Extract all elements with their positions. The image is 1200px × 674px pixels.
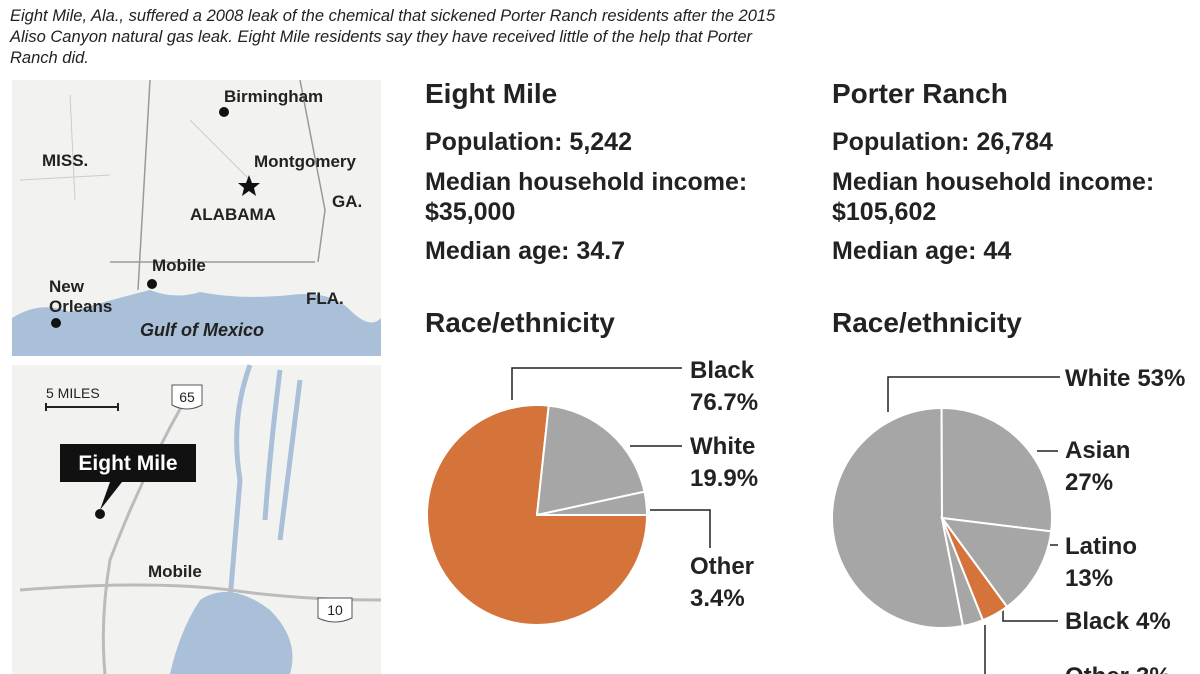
highway-shield (171, 384, 203, 410)
map-label: ALABAMA (190, 205, 276, 224)
city-dot (219, 107, 229, 117)
slice-label: Other (1065, 663, 1129, 674)
state-lines (110, 79, 326, 291)
slice-label: White (690, 433, 755, 460)
callout-label: Eight Mile (78, 452, 177, 475)
map-label: Birmingham (224, 87, 323, 106)
pie-slice (941, 517, 985, 628)
pie-slice (831, 406, 965, 629)
map-label: MISS. (42, 151, 88, 170)
scale-bar (45, 403, 119, 411)
local-map: 5 MILES 65 Eight Mile Mobile 10 (12, 364, 382, 674)
slice-label: White (1065, 365, 1130, 392)
pie-slice (535, 404, 646, 517)
highway-shield (317, 597, 353, 623)
profile-name: Eight Mile (425, 78, 557, 109)
slice-value-label: 76.7% (690, 389, 758, 416)
intro-text: Eight Mile, Ala., suffered a 2008 leak o… (10, 7, 776, 67)
gulf-water (12, 290, 381, 356)
bay-water (170, 592, 293, 674)
slice-value-label: 4% (1136, 608, 1171, 635)
stat: Population: 26,784 (832, 128, 1053, 156)
stat: Median age: 44 (832, 237, 1011, 265)
shield-label: 10 (327, 602, 343, 618)
slice-value-label: 3.4% (690, 585, 745, 612)
profile-name: Porter Ranch (832, 78, 1008, 109)
pie-slice (536, 490, 649, 516)
stat: Median household income: (425, 168, 747, 196)
leader-line (887, 376, 1060, 412)
pie-slice (939, 516, 1053, 609)
slice-label: Latino (1065, 533, 1137, 560)
slice-value-label: 53% (1137, 365, 1185, 392)
leader-line (511, 367, 682, 400)
map-label: GA. (332, 192, 362, 211)
map-label: Gulf of Mexico (140, 320, 264, 340)
leader-line (650, 509, 711, 548)
stat: Population: 5,242 (425, 128, 632, 156)
region-map: Birmingham MISS. Montgomery ALABAMA GA. … (12, 79, 381, 356)
stat: $105,602 (832, 198, 936, 226)
slice-label: Black (690, 357, 755, 384)
slice-value-label: 19.9% (690, 465, 758, 492)
city-dot (51, 318, 61, 328)
map-label: FLA. (306, 289, 344, 308)
slice-value-label: 3% (1136, 663, 1171, 674)
section-heading: Race/ethnicity (832, 307, 1022, 338)
rivers (227, 364, 303, 601)
callout-box (60, 444, 196, 482)
roads (19, 94, 251, 201)
map-label: Orleans (49, 297, 112, 316)
capital-star (238, 175, 260, 196)
pie-slice (940, 407, 1053, 533)
shield-label: 65 (179, 389, 195, 405)
callout-pointer (100, 482, 122, 510)
map-label: New (49, 277, 85, 296)
leader-line (1002, 608, 1058, 622)
slice-label: Asian (1065, 437, 1130, 464)
stat: Median age: 34.7 (425, 237, 625, 265)
map-label: Montgomery (254, 152, 357, 171)
section-heading: Race/ethnicity (425, 307, 615, 338)
slice-label: Other (690, 553, 754, 580)
slice-value-label: 27% (1065, 469, 1113, 496)
city-dot (147, 279, 157, 289)
map-label: Mobile (152, 256, 206, 275)
slice-value-label: 13% (1065, 565, 1113, 592)
map-label: Mobile (148, 562, 202, 581)
city-dot (95, 509, 105, 519)
stat: $35,000 (425, 198, 515, 226)
slice-label: Black (1065, 608, 1130, 635)
stat: Median household income: (832, 168, 1154, 196)
scale-label: 5 MILES (46, 385, 100, 401)
